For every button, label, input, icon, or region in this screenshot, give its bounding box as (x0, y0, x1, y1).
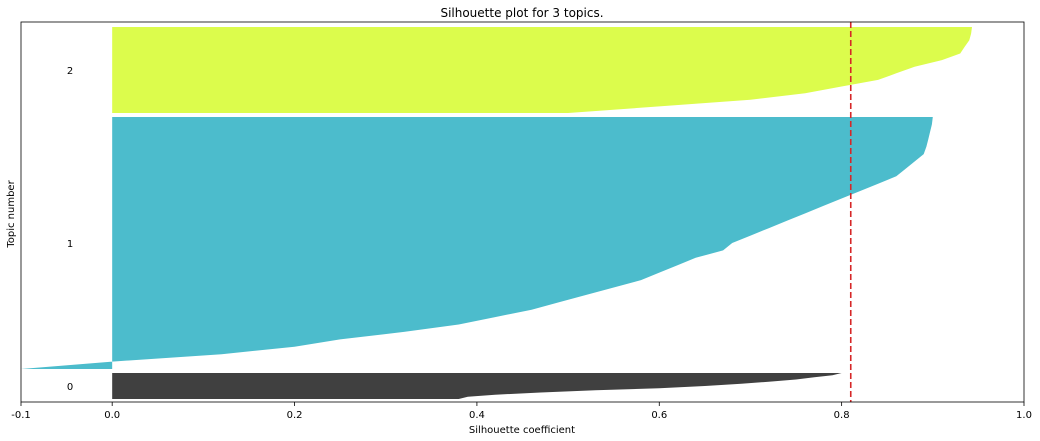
plot-frame (20, 21, 1025, 403)
y-axis-label: Topic number (6, 179, 17, 248)
silhouette-band-0 (112, 373, 842, 399)
cluster-label-2: 2 (67, 66, 73, 77)
cluster-label-1: 1 (67, 239, 73, 250)
x-tick-label: 0.6 (651, 410, 667, 421)
x-tick-label: 0.8 (834, 410, 850, 421)
x-axis-label: Silhouette coefficient (469, 425, 575, 436)
cluster-label-0: 0 (67, 382, 73, 393)
x-tick-label: 0.0 (104, 410, 120, 421)
chart-title: Silhouette plot for 3 topics. (440, 6, 603, 20)
silhouette-band-2 (112, 27, 972, 113)
x-tick-label: -0.1 (11, 410, 31, 421)
x-tick-label: 0.2 (287, 410, 303, 421)
x-tick-label: 0.4 (469, 410, 485, 421)
plot-area: 0 1 2 -0.1 0.0 0.2 0.4 0.6 0.8 1.0 (11, 22, 1032, 421)
x-tick-label: 1.0 (1016, 410, 1032, 421)
silhouette-band-1 (21, 117, 933, 369)
